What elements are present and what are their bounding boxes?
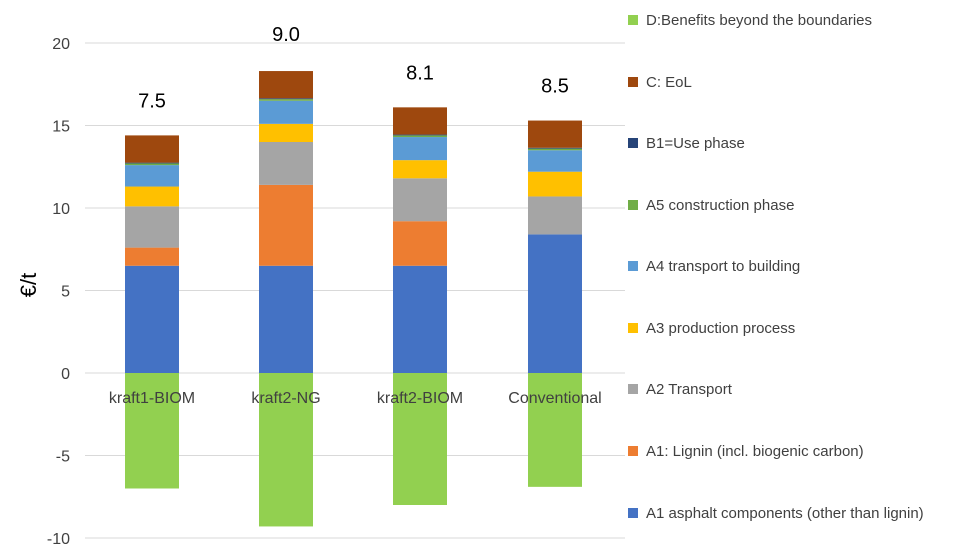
y-axis-ticks: -10 -5 0 5 10 15 20 (47, 36, 70, 548)
y-tick-label: 0 (61, 366, 70, 383)
legend-swatch (628, 323, 638, 333)
legend-swatch (628, 15, 638, 25)
bar-segment (393, 134, 447, 136)
bar-segment (528, 150, 582, 172)
legend-swatch (628, 446, 638, 456)
legend-label: A1 asphalt components (other than lignin… (646, 505, 924, 522)
bar-segment (393, 135, 447, 138)
bar-segment (259, 142, 313, 185)
bar-segment (393, 373, 447, 505)
total-label: 8.1 (406, 62, 434, 84)
legend-label: A2 Transport (646, 381, 732, 398)
legend-swatch (628, 200, 638, 210)
bar-segment (125, 373, 179, 489)
bar-segment (259, 184, 313, 266)
bar-segment (125, 135, 179, 163)
legend-label: A4 transport to building (646, 258, 801, 275)
legend-item: A2 Transport (628, 379, 956, 400)
category-label: Conventional (508, 390, 601, 407)
legend-item: A5 construction phase (628, 195, 956, 216)
bar-segment (528, 148, 582, 151)
bar-segment (528, 234, 582, 373)
category-label: kraft2-BIOM (377, 390, 463, 407)
y-tick-label: 15 (52, 119, 70, 136)
y-tick-label: -10 (47, 531, 70, 548)
legend-swatch (628, 261, 638, 271)
bar-segment (393, 221, 447, 266)
bar-segment (259, 373, 313, 527)
bar-segment (393, 178, 447, 222)
legend-item: D:Benefits beyond the boundaries (628, 10, 956, 31)
bar-segment (528, 196, 582, 235)
bar-segment (259, 71, 313, 99)
y-axis-label: €/t (16, 273, 41, 297)
legend-label: C: EoL (646, 74, 692, 91)
legend-item: A1: Lignin (incl. biogenic carbon) (628, 441, 956, 462)
bar-segment (125, 265, 179, 373)
stacked-bar-chart: -10 -5 0 5 10 15 20 kraft1-BIOM kraft2-NG kraft2… (16, 24, 625, 548)
total-labels: 7.5 9.0 8.1 8.5 (138, 24, 569, 112)
bar-segment (259, 99, 313, 101)
bar-segment (259, 100, 313, 124)
legend: D:Benefits beyond the boundaries C: EoL B1… (628, 0, 956, 549)
legend-label: A3 production process (646, 320, 796, 337)
total-label: 8.5 (541, 76, 569, 98)
bar-segment (528, 147, 582, 149)
legend-label: A5 construction phase (646, 197, 795, 214)
legend-label: D:Benefits beyond the boundaries (646, 12, 872, 29)
bar-segment (393, 160, 447, 179)
bar-segment (528, 171, 582, 197)
bar-segment (125, 165, 179, 187)
positive-bars (125, 71, 582, 373)
legend-label: A1: Lignin (incl. biogenic carbon) (646, 443, 864, 460)
total-label: 9.0 (272, 24, 300, 46)
category-label: kraft2-NG (251, 390, 320, 407)
legend-swatch (628, 77, 638, 87)
bar-segment (393, 107, 447, 135)
bar-segment (259, 98, 313, 100)
legend-label: B1=Use phase (646, 135, 745, 152)
bar-segment (528, 120, 582, 148)
bar-segment (393, 265, 447, 373)
y-tick-label: 20 (52, 36, 70, 53)
legend-item: C: EoL (628, 72, 956, 93)
category-labels: kraft1-BIOM kraft2-NG kraft2-BIOM Conventio… (109, 390, 602, 407)
bar-segment (125, 206, 179, 248)
legend-item: A1 asphalt components (other than lignin… (628, 503, 956, 524)
negative-bars (125, 373, 582, 527)
y-tick-label: 5 (61, 284, 70, 301)
legend-item: A3 production process (628, 318, 956, 339)
bar-segment (393, 137, 447, 161)
legend-item: A4 transport to building (628, 256, 956, 277)
bar-segment (125, 162, 179, 164)
bar-segment (125, 163, 179, 166)
legend-item: B1=Use phase (628, 133, 956, 154)
category-label: kraft1-BIOM (109, 390, 195, 407)
bar-segment (259, 265, 313, 373)
legend-swatch (628, 508, 638, 518)
bar-segment (125, 186, 179, 207)
y-tick-label: -5 (56, 449, 70, 466)
legend-swatch (628, 138, 638, 148)
y-tick-label: 10 (52, 201, 70, 218)
total-label: 7.5 (138, 90, 166, 112)
legend-swatch (628, 384, 638, 394)
bar-segment (528, 373, 582, 487)
bar-segment (259, 123, 313, 142)
bar-segment (125, 247, 179, 266)
